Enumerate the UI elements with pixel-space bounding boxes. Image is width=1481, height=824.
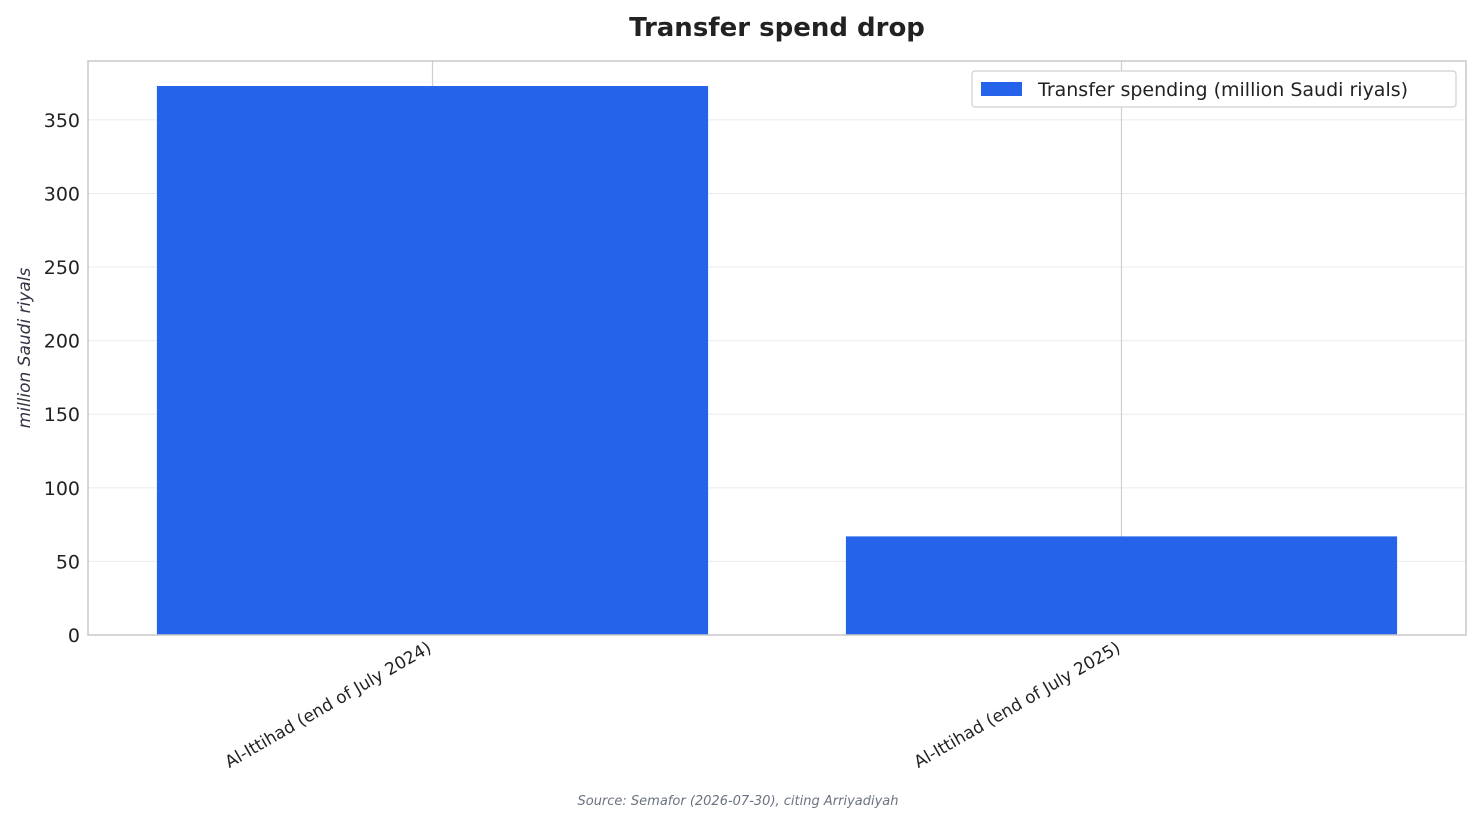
x-tick-label: Al-Ittihad (end of July 2025) bbox=[911, 638, 1124, 773]
bar-2 bbox=[845, 536, 1398, 635]
y-tick-label: 50 bbox=[56, 551, 80, 573]
plot-frame bbox=[87, 60, 1467, 636]
y-tick-label: 100 bbox=[44, 478, 80, 500]
y-axis-label: million Saudi riyals bbox=[15, 268, 35, 429]
y-tick-label: 250 bbox=[44, 257, 80, 279]
y-tick-label: 150 bbox=[44, 404, 80, 426]
legend-swatch bbox=[981, 82, 1022, 96]
y-tick-label: 0 bbox=[68, 625, 80, 647]
bar-1 bbox=[156, 86, 709, 636]
y-tick-label: 350 bbox=[44, 110, 80, 132]
legend-label: Transfer spending (million Saudi riyals) bbox=[1037, 79, 1408, 101]
legend-box bbox=[971, 70, 1457, 108]
y-tick-label: 300 bbox=[44, 183, 80, 205]
y-tick-label: 200 bbox=[44, 331, 80, 353]
x-tick-label: Al-Ittihad (end of July 2024) bbox=[222, 638, 435, 773]
plot-area: 0 50 100 150 200 250 300 350 Al-Ittihad (end of … bbox=[44, 60, 1467, 773]
source-note: Source: Semafor (2026-07-30), citing Arr… bbox=[577, 794, 898, 809]
chart-title: Transfer spend drop bbox=[629, 13, 925, 43]
